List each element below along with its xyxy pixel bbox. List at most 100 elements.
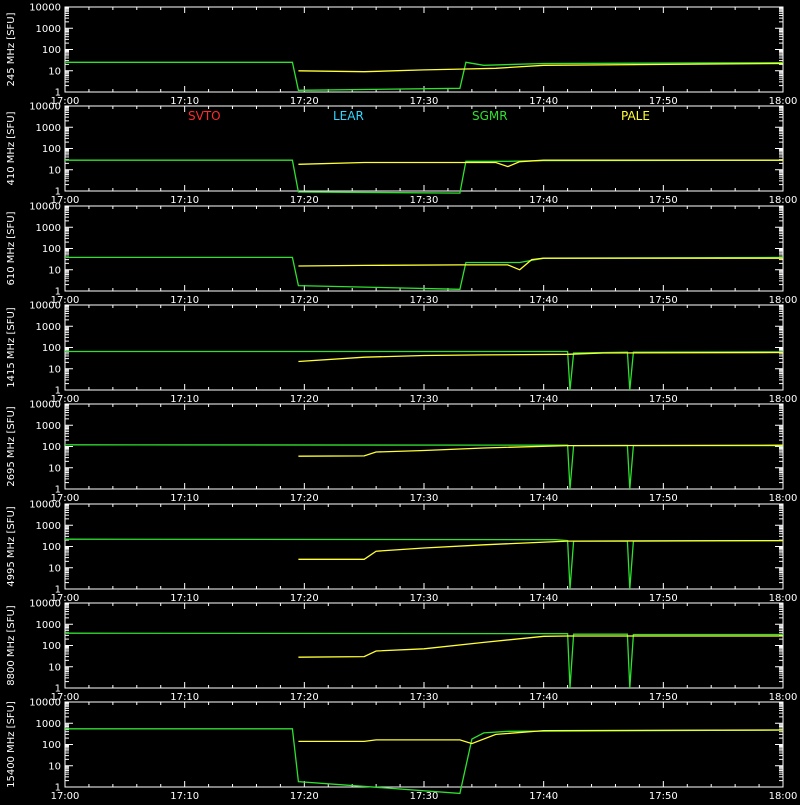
x-tick-label: 17:10 xyxy=(170,493,199,504)
x-tick-label: 17:50 xyxy=(649,593,678,604)
y-tick-label: 100 xyxy=(42,442,61,453)
y-tick-label: 10000 xyxy=(29,202,61,213)
x-tick-label: 17:10 xyxy=(170,96,199,107)
x-tick-label: 17:40 xyxy=(529,593,558,604)
y-tick-label: 1000 xyxy=(36,322,61,333)
x-tick-label: 17:50 xyxy=(649,295,678,306)
series-pale xyxy=(298,444,784,457)
x-tick-label: 17:00 xyxy=(51,593,80,604)
x-tick-label: 18:00 xyxy=(769,493,798,504)
x-tick-label: 18:00 xyxy=(769,295,798,306)
x-tick-label: 17:30 xyxy=(410,791,439,800)
axis-box xyxy=(64,602,784,689)
y-tick-label: 10000 xyxy=(29,599,61,610)
axis-box xyxy=(64,503,784,590)
x-tick-label: 18:00 xyxy=(769,791,798,800)
y-tick-label: 10 xyxy=(48,66,61,77)
x-tick-label: 17:10 xyxy=(170,791,199,800)
x-tick-label: 17:00 xyxy=(51,493,80,504)
x-tick-label: 17:20 xyxy=(290,295,319,306)
x-tick-label: 17:00 xyxy=(51,791,80,800)
y-tick-label: 10000 xyxy=(29,500,61,511)
y-tick-label: 1 xyxy=(55,684,61,695)
panel-5: 1 10 100 1000 10000 17:00 17:10 17:20 17:30 17:40… xyxy=(6,500,797,605)
y-axis-label: 4995 MHz [SFU] xyxy=(6,506,17,587)
y-tick-label: 100 xyxy=(42,740,61,751)
series-sgmr xyxy=(64,538,784,590)
x-tick-label: 17:00 xyxy=(51,96,80,107)
x-tick-label: 17:30 xyxy=(410,295,439,306)
x-tick-label: 17:30 xyxy=(410,96,439,107)
panel-2: 1 10 100 1000 10000 17:00 17:10 17:20 17:30 17:40… xyxy=(6,202,797,307)
y-tick-label: 1000 xyxy=(36,123,61,134)
x-tick-label: 18:00 xyxy=(769,394,798,405)
x-tick-label: 17:00 xyxy=(51,692,80,703)
x-tick-label: 17:50 xyxy=(649,493,678,504)
y-axis-label: 8800 MHz [SFU] xyxy=(6,605,17,686)
x-tick-label: 17:30 xyxy=(410,493,439,504)
panel-6: 1 10 100 1000 10000 17:00 17:10 17:20 17:30 17:40… xyxy=(6,599,797,704)
y-tick-label: 10000 xyxy=(29,400,61,411)
x-tick-label: 17:40 xyxy=(529,692,558,703)
panel-0: 1 10 100 1000 10000 17:00 17:10 17:20 17:30 17:40… xyxy=(6,3,797,108)
x-tick-label: 17:30 xyxy=(410,394,439,405)
series-sgmr xyxy=(65,728,784,795)
axis-box xyxy=(64,105,784,192)
y-tick-label: 10 xyxy=(48,463,61,474)
y-tick-label: 1 xyxy=(55,783,61,794)
x-tick-label: 17:40 xyxy=(529,195,558,206)
x-tick-label: 17:20 xyxy=(290,96,319,107)
x-tick-label: 17:50 xyxy=(649,692,678,703)
y-tick-label: 100 xyxy=(42,641,61,652)
x-tick-label: 17:40 xyxy=(529,295,558,306)
x-tick-label: 17:10 xyxy=(170,195,199,206)
series-pale xyxy=(298,257,783,271)
x-tick-label: 17:50 xyxy=(649,96,678,107)
x-tick-label: 17:40 xyxy=(529,394,558,405)
y-tick-label: 100 xyxy=(42,144,61,155)
x-tick-label: 18:00 xyxy=(769,593,798,604)
x-tick-label: 18:00 xyxy=(769,96,798,107)
x-tick-label: 17:20 xyxy=(290,791,319,800)
panel-7: 1 10 100 1000 10000 17:00 17:10 17:20 17:30 17:40… xyxy=(6,698,798,803)
y-tick-label: 1000 xyxy=(36,421,61,432)
x-tick-label: 17:40 xyxy=(529,791,558,800)
y-tick-label: 1000 xyxy=(36,620,61,631)
y-tick-label: 10000 xyxy=(29,3,61,14)
y-tick-label: 10 xyxy=(48,662,61,673)
x-tick-label: 17:40 xyxy=(529,493,558,504)
x-tick-label: 17:30 xyxy=(410,195,439,206)
y-axis-label: 15400 MHz [SFU] xyxy=(6,701,17,788)
x-tick-label: 17:00 xyxy=(51,394,80,405)
x-tick-label: 17:50 xyxy=(649,394,678,405)
panel-1: 1 10 100 1000 10000 17:00 17:10 17:20 17:30 17:40… xyxy=(6,102,797,207)
x-tick-label: 17:20 xyxy=(290,195,319,206)
x-tick-label: 17:50 xyxy=(649,791,678,800)
x-tick-label: 17:20 xyxy=(290,692,319,703)
series-pale xyxy=(298,159,783,168)
series-pale xyxy=(298,351,784,363)
y-tick-label: 10000 xyxy=(29,698,61,709)
y-tick-label: 100 xyxy=(42,542,61,553)
x-tick-label: 17:10 xyxy=(170,692,199,703)
x-tick-label: 17:00 xyxy=(51,295,80,306)
y-tick-label: 100 xyxy=(42,244,61,255)
y-tick-label: 10000 xyxy=(29,301,61,312)
y-tick-label: 1000 xyxy=(36,24,61,35)
y-tick-label: 10000 xyxy=(29,102,61,113)
y-tick-label: 1 xyxy=(55,585,61,596)
x-tick-label: 17:50 xyxy=(649,195,678,206)
series-sgmr xyxy=(65,61,784,91)
x-tick-label: 17:40 xyxy=(529,96,558,107)
x-tick-label: 17:10 xyxy=(170,394,199,405)
y-tick-label: 1000 xyxy=(36,223,61,234)
x-tick-label: 17:10 xyxy=(170,593,199,604)
x-tick-label: 17:20 xyxy=(290,593,319,604)
axis-box xyxy=(64,6,784,93)
series-pale xyxy=(298,635,783,658)
x-tick-label: 18:00 xyxy=(769,692,798,703)
axis-box xyxy=(64,701,784,788)
panel-3: 1 10 100 1000 10000 17:00 17:10 17:20 17:30 17:40… xyxy=(6,301,797,406)
